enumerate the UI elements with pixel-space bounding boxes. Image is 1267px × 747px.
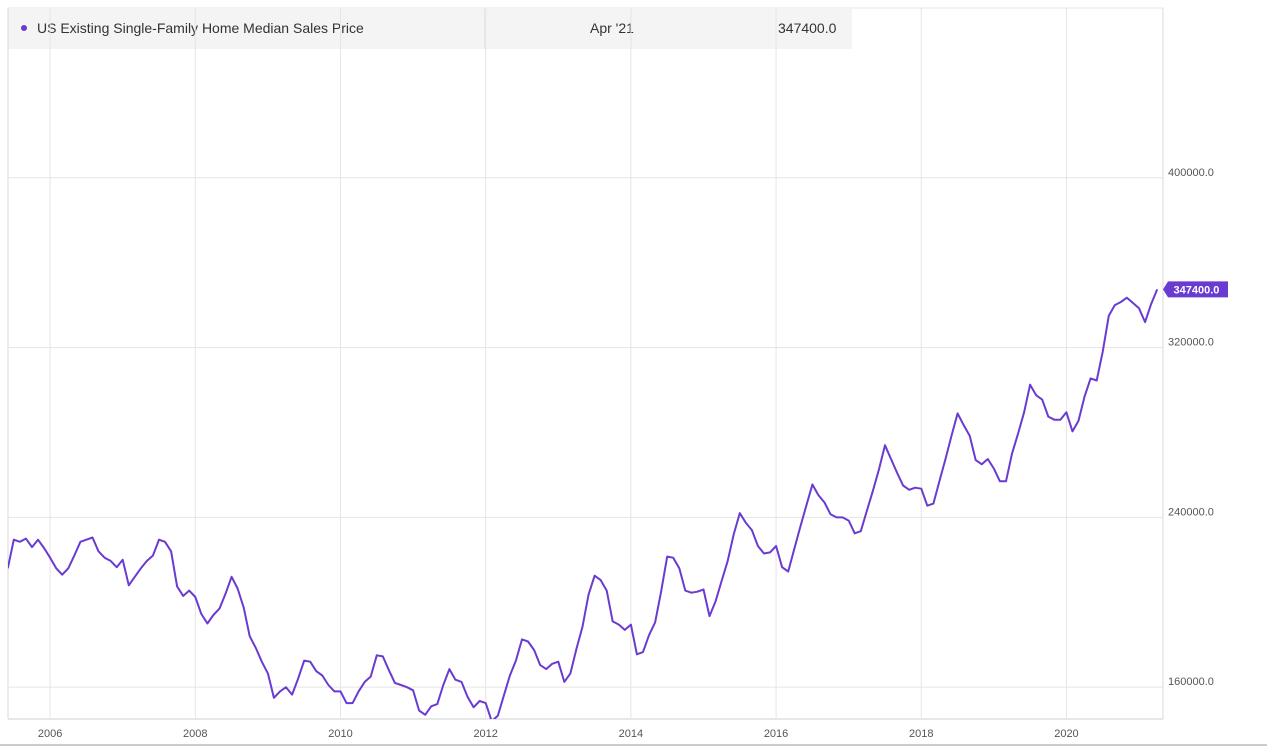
x-tick-label-2014: 2014 [619,728,643,740]
legend-date: Apr '21 [590,20,634,36]
x-tick-label-2006: 2006 [38,728,62,740]
series-color-dot [21,25,27,31]
x-tick-label-2010: 2010 [328,728,352,740]
x-tick-label-2012: 2012 [473,728,497,740]
x-tick-label-2016: 2016 [764,728,788,740]
series-line [8,289,1159,719]
legend-divider [484,9,485,49]
x-tick-label-2020: 2020 [1054,728,1078,740]
x-tick-label-2018: 2018 [909,728,933,740]
y-tick-label-160000: 160000.0 [1168,676,1214,688]
x-tick-label-2008: 2008 [183,728,207,740]
y-tick-label-400000: 400000.0 [1168,167,1214,179]
legend-bar: US Existing Single-Family Home Median Sa… [8,9,852,49]
y-tick-label-240000: 240000.0 [1168,506,1214,518]
last-value-flag [1163,281,1228,298]
legend-series-name: US Existing Single-Family Home Median Sa… [37,20,364,36]
last-value-label: 347400.0 [1174,284,1220,296]
y-tick-label-320000: 320000.0 [1168,337,1214,349]
legend-value: 347400.0 [778,20,837,36]
